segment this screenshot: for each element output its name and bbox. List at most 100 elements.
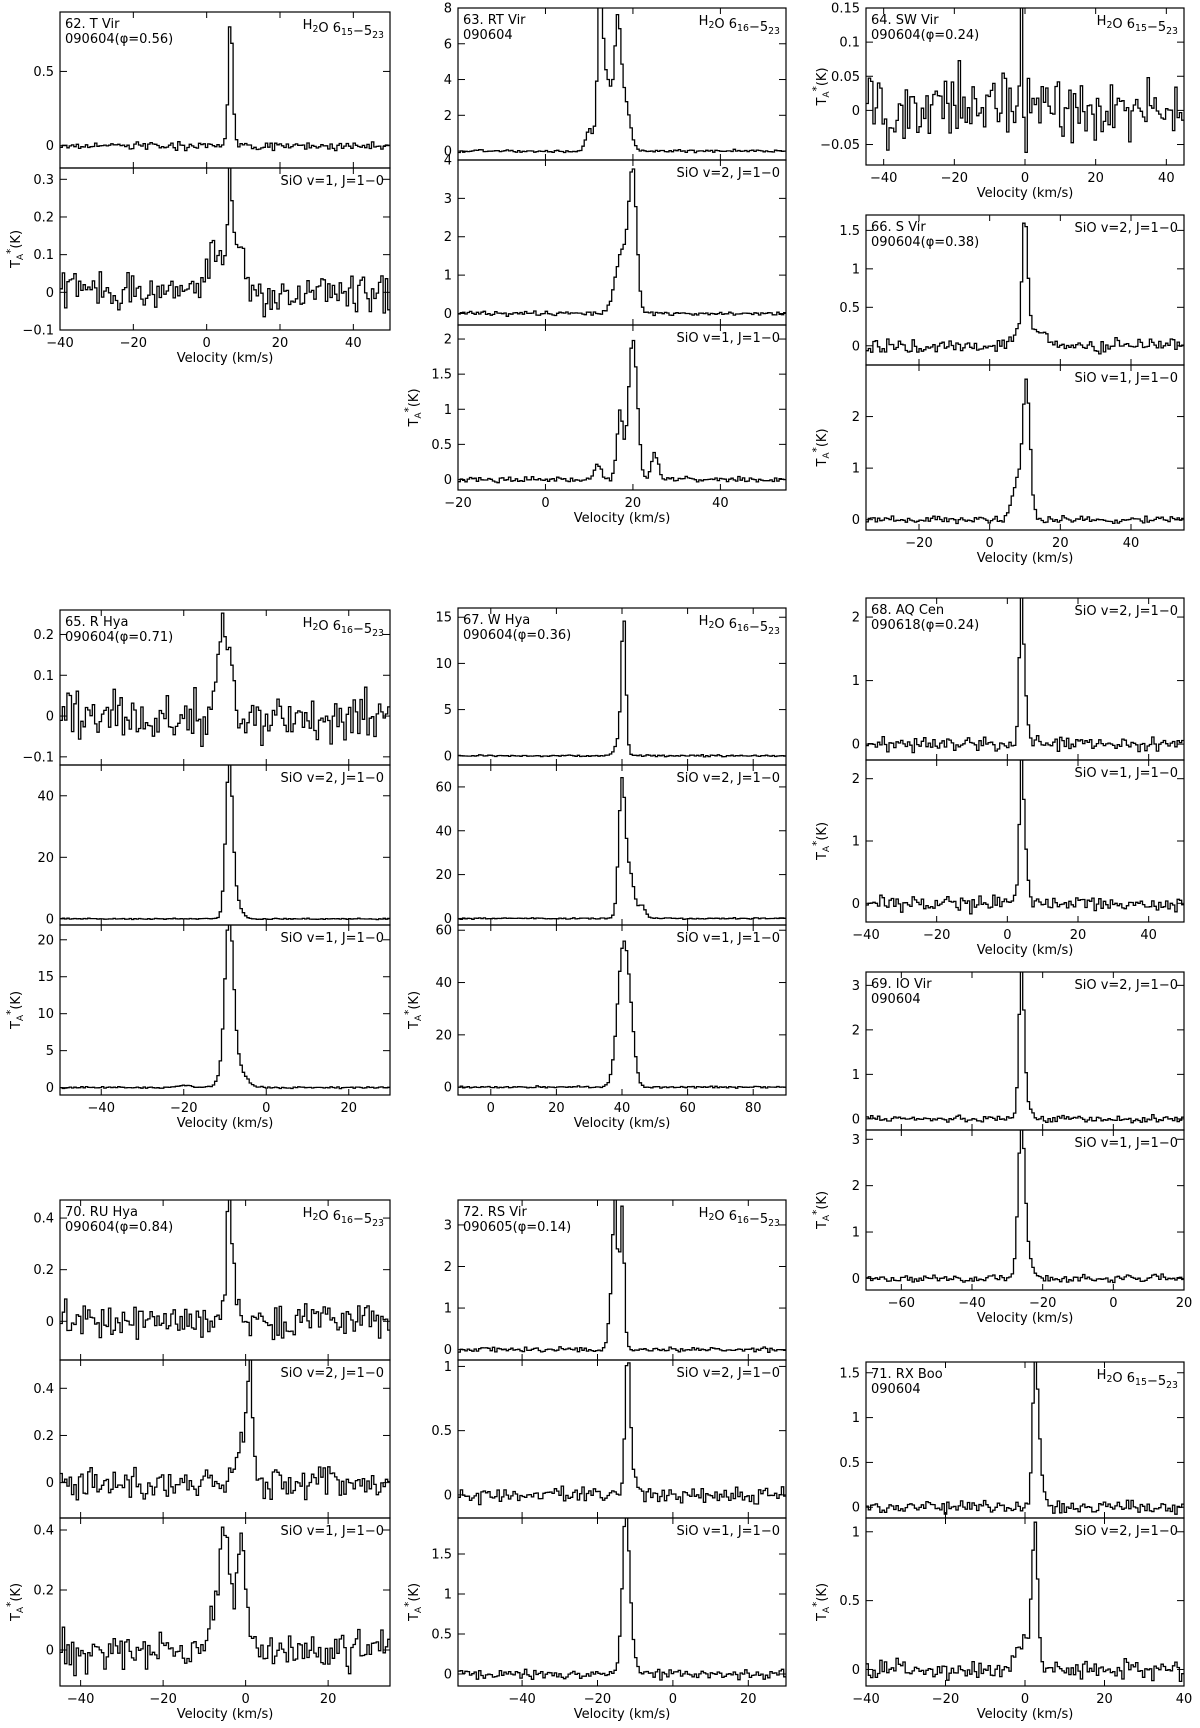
x-axis-label: Velocity (km/s) (977, 1311, 1074, 1326)
spectrum-panel: 0 20 40 60 SiO v=2, J=1−0 (435, 764, 787, 927)
x-tick-label: −20 (170, 1101, 197, 1116)
date-label: 090604 (463, 28, 513, 43)
source-label: 70. RU Hya (65, 1205, 138, 1220)
y-tick-label: 0.2 (33, 1263, 54, 1278)
y-tick-label: 3 (852, 1133, 860, 1148)
line-label: SiO v=2, J=1−0 (280, 771, 384, 786)
y-axis-label: TA*(K) (5, 1583, 26, 1622)
spectrum-panel: 0 0.2 0.4 SiO v=1, J=1−0 (33, 1517, 391, 1687)
spectrum-line (60, 925, 390, 1090)
spectrum-line (458, 1518, 786, 1681)
spectrum-panel: −0.1 0 0.1 0.2 H2O 616−523 65. R Hya090604(φ=… (22, 609, 391, 766)
line-label: SiO v=1, J=1−0 (676, 931, 780, 946)
y-tick-label: 1 (444, 403, 452, 418)
spectrum-panel: 0 1 2 SiO v=1, J=1−0 (852, 759, 1185, 923)
y-axis-label: TA*(K) (811, 428, 832, 467)
date-label: 090604(φ=0.38) (871, 235, 979, 250)
line-label: H2O 616−523 (699, 14, 780, 37)
x-tick-label: −40 (46, 336, 73, 351)
x-tick-label: 0 (669, 1692, 677, 1707)
svg-text:TA*(K): TA*(K) (403, 1583, 424, 1622)
x-tick-label: 20 (1176, 1296, 1193, 1311)
panel-frame (59, 167, 391, 331)
svg-text:TA*(K): TA*(K) (403, 991, 424, 1030)
spectrum-panel: 0 0.5 1 1.5 2 SiO v=1, J=1−0 (431, 324, 787, 491)
panel-frame (865, 1517, 1185, 1687)
y-tick-label: 2 (852, 1023, 860, 1038)
spectrum-panel: 0 0.5 1 1.5 SiO v=1, J=1−0 (431, 1517, 787, 1687)
spectrum-panel: 0 0.5 1 SiO v=2, J=1−0 (839, 1517, 1185, 1687)
x-tick-label: 40 (614, 1101, 631, 1116)
spectrum-line (866, 378, 1184, 525)
x-tick-label: −60 (888, 1296, 915, 1311)
source-figure-67: 0 5 10 15 H2O 616−523 67. W Hya090604(φ=0.36)… (435, 607, 787, 1131)
spectrum-line (458, 1362, 786, 1506)
y-tick-label: 2 (852, 611, 860, 626)
x-axis-label: Velocity (km/s) (177, 1707, 274, 1722)
x-tick-label: 20 (625, 496, 642, 511)
y-tick-label: 1 (444, 1360, 452, 1375)
date-label: 090618(φ=0.24) (871, 618, 979, 633)
date-label: 090604(φ=0.56) (65, 32, 173, 47)
svg-text:TA*(K): TA*(K) (811, 1583, 832, 1622)
source-label: 63. RT Vir (463, 13, 526, 28)
y-tick-label: 20 (435, 1028, 452, 1043)
x-tick-label: 20 (1096, 1692, 1113, 1707)
line-label: SiO v=1, J=1−0 (676, 331, 780, 346)
y-tick-label: 0 (444, 145, 452, 160)
y-tick-label: 1 (852, 1525, 860, 1540)
line-label: SiO v=2, J=1−0 (1074, 1524, 1178, 1539)
y-axis-label: TA*(K) (5, 230, 26, 269)
spectrum-line (866, 222, 1184, 355)
source-figure-70: 0 0.2 0.4 H2O 616−523 70. RU Hya090604(φ=0.8… (33, 1199, 391, 1722)
y-tick-label: 2 (444, 230, 452, 245)
x-tick-label: −40 (852, 1692, 879, 1707)
line-label: SiO v=1, J=1−0 (676, 1524, 780, 1539)
y-tick-label: 0 (444, 1488, 452, 1503)
line-label: SiO v=2, J=1−0 (1074, 978, 1178, 993)
x-tick-label: −40 (852, 928, 879, 943)
spectrum-line (60, 168, 390, 318)
y-tick-label: 0 (46, 1315, 54, 1330)
spectrum-panel: 0 1 2 SiO v=1, J=1−0 (852, 364, 1185, 531)
y-tick-label: 0 (46, 1644, 54, 1659)
y-tick-label: 15 (435, 611, 452, 626)
spectrum-line (866, 1362, 1184, 1515)
x-tick-label: 0 (1109, 1296, 1117, 1311)
y-tick-label: 0 (46, 1476, 54, 1491)
line-label: SiO v=1, J=1−0 (280, 931, 384, 946)
y-tick-label: 0 (46, 139, 54, 154)
source-label: 66. S Vir (871, 220, 926, 235)
x-tick-label: 40 (712, 496, 729, 511)
x-tick-label: 40 (345, 336, 362, 351)
y-tick-label: 0.3 (33, 173, 54, 188)
source-figure-66: 0 0.5 1 1.5 SiO v=2, J=1−0 66. S Vir090604(φ=… (839, 214, 1185, 566)
source-figure-68: 0 1 2 SiO v=2, J=1−0 68. AQ Cen090618(φ=0.24… (852, 597, 1185, 958)
y-tick-label: 60 (435, 780, 452, 795)
line-label: SiO v=1, J=1−0 (1074, 1136, 1178, 1151)
x-tick-label: 0 (241, 1692, 249, 1707)
y-axis-label: TA*(K) (403, 388, 424, 427)
y-tick-label: 0.5 (431, 1424, 452, 1439)
y-tick-label: 5 (46, 1044, 54, 1059)
y-tick-label: 0 (444, 1081, 452, 1096)
spectrum-line (866, 1130, 1184, 1284)
y-tick-label: 0.5 (33, 65, 54, 80)
y-tick-label: 0 (852, 897, 860, 912)
x-axis-label: Velocity (km/s) (977, 943, 1074, 958)
date-label: 090604(φ=0.84) (65, 1220, 173, 1235)
date-label: 090604 (871, 992, 921, 1007)
y-tick-label: 40 (435, 976, 452, 991)
spectrum-line (60, 765, 390, 921)
panel-frame (457, 764, 787, 926)
x-tick-label: 60 (679, 1101, 696, 1116)
y-tick-label: 0.1 (839, 36, 860, 51)
x-tick-label: −20 (444, 496, 471, 511)
source-label: 64. SW Vir (871, 13, 939, 28)
source-label: 72. RS Vir (463, 1205, 527, 1220)
y-tick-label: 0.2 (33, 1584, 54, 1599)
y-tick-label: 0.15 (831, 2, 860, 17)
